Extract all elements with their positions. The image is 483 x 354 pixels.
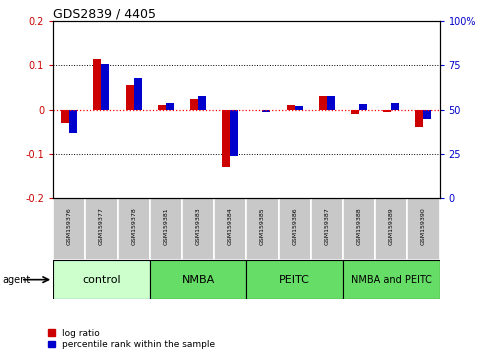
Legend: log ratio, percentile rank within the sample: log ratio, percentile rank within the sa… xyxy=(48,329,215,349)
Text: GSM159377: GSM159377 xyxy=(99,207,104,245)
Bar xyxy=(222,110,230,167)
Bar xyxy=(383,110,391,112)
Text: GSM159378: GSM159378 xyxy=(131,207,136,245)
Bar xyxy=(53,198,85,260)
Bar xyxy=(343,260,440,299)
Bar xyxy=(53,260,150,299)
Bar xyxy=(126,85,134,110)
Text: GSM159387: GSM159387 xyxy=(324,207,329,245)
Bar xyxy=(279,198,311,260)
Bar xyxy=(230,110,238,156)
Bar xyxy=(182,198,214,260)
Text: GSM159383: GSM159383 xyxy=(196,207,200,245)
Text: GSM159389: GSM159389 xyxy=(389,207,394,245)
Bar xyxy=(351,110,359,114)
Bar xyxy=(415,110,424,127)
Bar xyxy=(150,198,182,260)
Text: agent: agent xyxy=(2,275,30,285)
Bar xyxy=(295,106,303,110)
Text: GDS2839 / 4405: GDS2839 / 4405 xyxy=(53,7,156,20)
Bar xyxy=(359,104,367,110)
Bar xyxy=(117,198,150,260)
Bar xyxy=(85,198,117,260)
Bar xyxy=(327,96,335,110)
Bar xyxy=(375,198,407,260)
Bar xyxy=(101,64,110,110)
Bar xyxy=(343,198,375,260)
Text: GSM159386: GSM159386 xyxy=(292,207,297,245)
Text: GSM159384: GSM159384 xyxy=(227,207,233,245)
Text: PEITC: PEITC xyxy=(279,275,310,285)
Bar xyxy=(134,78,142,110)
Bar xyxy=(150,260,246,299)
Bar xyxy=(319,97,327,110)
Bar xyxy=(262,110,270,112)
Text: GSM159390: GSM159390 xyxy=(421,207,426,245)
Text: control: control xyxy=(82,275,121,285)
Text: GSM159381: GSM159381 xyxy=(163,207,169,245)
Bar xyxy=(424,110,431,119)
Bar xyxy=(246,260,343,299)
Bar xyxy=(407,198,440,260)
Bar xyxy=(61,110,69,123)
Text: GSM159388: GSM159388 xyxy=(356,207,362,245)
Bar xyxy=(391,103,399,110)
Text: GSM159385: GSM159385 xyxy=(260,207,265,245)
Bar xyxy=(311,198,343,260)
Bar xyxy=(166,103,174,110)
Bar xyxy=(190,99,198,110)
Text: NMBA and PEITC: NMBA and PEITC xyxy=(351,275,432,285)
Text: NMBA: NMBA xyxy=(182,275,214,285)
Bar xyxy=(246,198,279,260)
Bar xyxy=(158,105,166,110)
Bar xyxy=(286,105,295,110)
Bar xyxy=(214,198,246,260)
Text: GSM159376: GSM159376 xyxy=(67,207,72,245)
Bar xyxy=(93,59,101,110)
Bar xyxy=(198,96,206,110)
Bar xyxy=(69,110,77,133)
